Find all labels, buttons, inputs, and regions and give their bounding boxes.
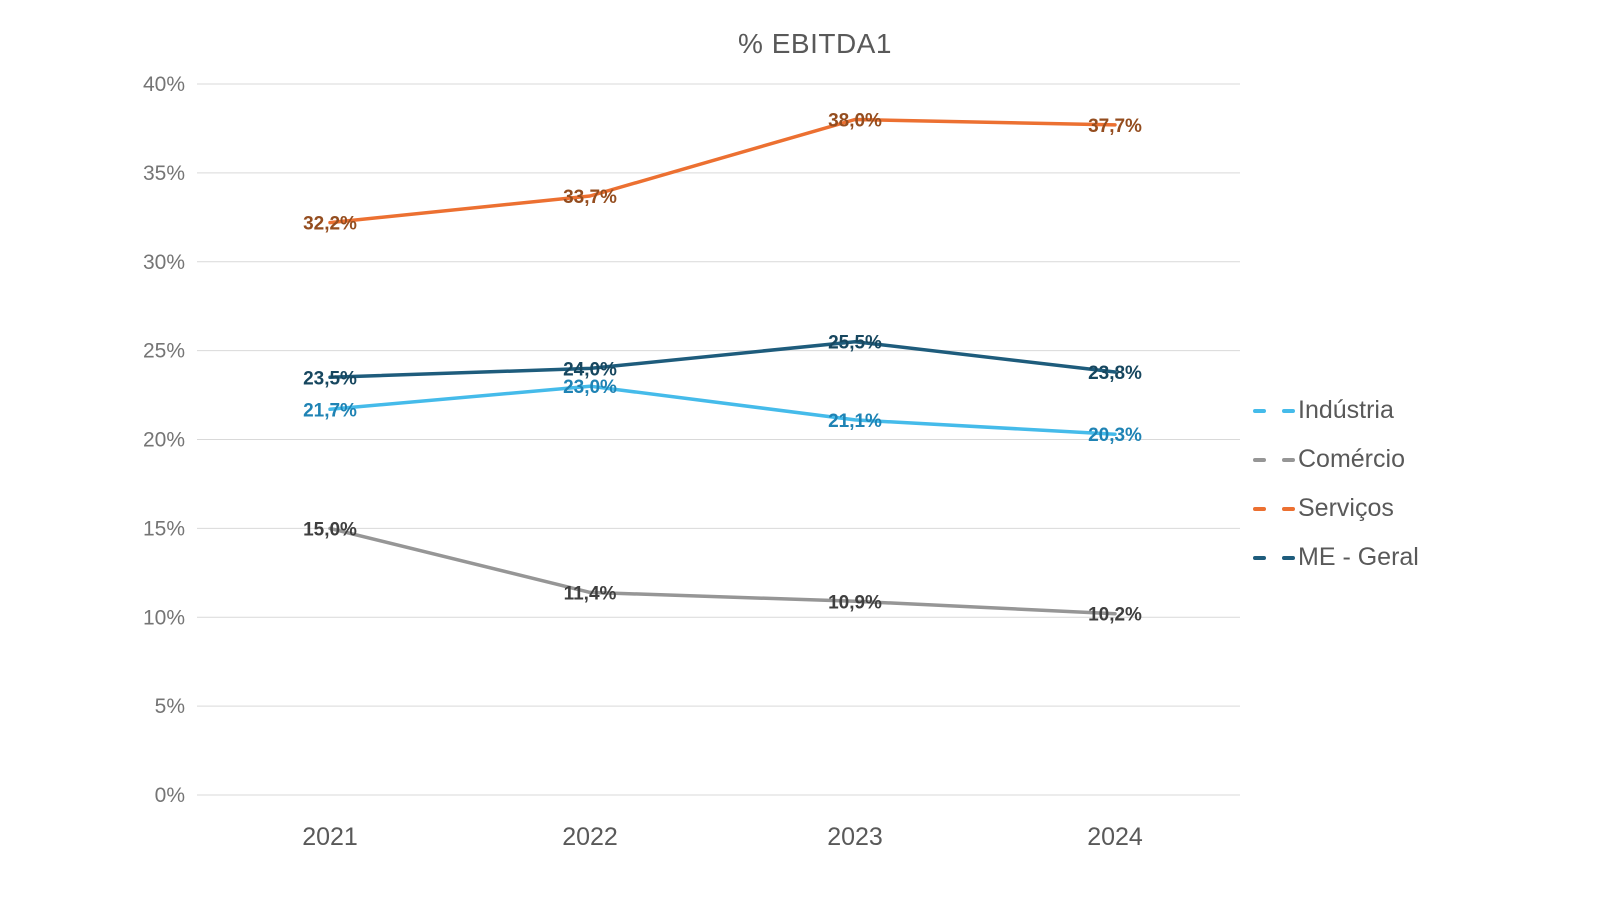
legend-item-Comércio: Comércio xyxy=(1253,435,1419,484)
data-label-ME - Geral: 25,5% xyxy=(828,333,882,354)
legend-marker-dash xyxy=(1282,408,1295,413)
data-label-Serviços: 32,2% xyxy=(303,214,357,235)
y-axis-tick-label: 10% xyxy=(143,606,185,629)
y-axis-tick-label: 5% xyxy=(155,695,185,718)
data-label-Serviços: 33,7% xyxy=(563,187,617,208)
data-label-Indústria: 21,1% xyxy=(828,411,882,432)
legend-item-Serviços: Serviços xyxy=(1253,484,1419,533)
y-axis-tick-label: 30% xyxy=(143,251,185,274)
data-label-ME - Geral: 24,0% xyxy=(563,359,617,380)
data-label-Indústria: 20,3% xyxy=(1088,425,1142,446)
x-axis-tick-label: 2021 xyxy=(302,823,358,851)
series-line-ME - Geral xyxy=(328,339,1117,380)
data-label-Serviços: 38,0% xyxy=(828,111,882,132)
data-label-Indústria: 23,0% xyxy=(563,377,617,398)
data-label-Comércio: 15,0% xyxy=(303,519,357,540)
y-axis-tick-label: 25% xyxy=(143,340,185,363)
y-axis-tick-label: 20% xyxy=(143,429,185,452)
legend-marker-dash xyxy=(1282,457,1295,462)
legend-marker-dash xyxy=(1282,555,1295,560)
data-label-Comércio: 10,2% xyxy=(1088,605,1142,626)
legend: Indústria Comércio Serviços ME - Geral xyxy=(1253,386,1419,582)
series-line-Serviços xyxy=(328,117,1117,225)
data-label-ME - Geral: 23,5% xyxy=(303,368,357,389)
legend-item-Indústria: Indústria xyxy=(1253,386,1419,435)
legend-item-ME - Geral: ME - Geral xyxy=(1253,533,1419,582)
legend-label: ME - Geral xyxy=(1298,543,1419,571)
legend-marker-dash xyxy=(1253,457,1266,462)
data-label-ME - Geral: 23,8% xyxy=(1088,363,1142,384)
y-axis-tick-label: 15% xyxy=(143,517,185,540)
data-label-Comércio: 10,9% xyxy=(828,592,882,613)
legend-label: Serviços xyxy=(1298,494,1394,522)
series-line-Comércio xyxy=(328,526,1117,616)
data-label-Comércio: 11,4% xyxy=(564,583,617,604)
chart-title: % EBITDA1 xyxy=(738,28,892,59)
x-axis-tick-label: 2024 xyxy=(1087,823,1143,851)
y-axis-tick-label: 0% xyxy=(155,784,185,807)
series-line-Indústria xyxy=(328,384,1117,436)
y-axis-tick-label: 40% xyxy=(143,73,185,96)
legend-marker-dash xyxy=(1253,506,1266,511)
legend-marker-dash xyxy=(1253,555,1266,560)
legend-label: Comércio xyxy=(1298,445,1405,473)
x-axis-tick-label: 2023 xyxy=(827,823,883,851)
legend-marker-dash xyxy=(1253,408,1266,413)
x-axis-tick-label: 2022 xyxy=(562,823,618,851)
data-label-Serviços: 37,7% xyxy=(1088,116,1142,137)
legend-marker-dash xyxy=(1282,506,1295,511)
y-axis-tick-label: 35% xyxy=(143,162,185,185)
data-label-Indústria: 21,7% xyxy=(303,400,357,421)
legend-label: Indústria xyxy=(1298,396,1394,424)
